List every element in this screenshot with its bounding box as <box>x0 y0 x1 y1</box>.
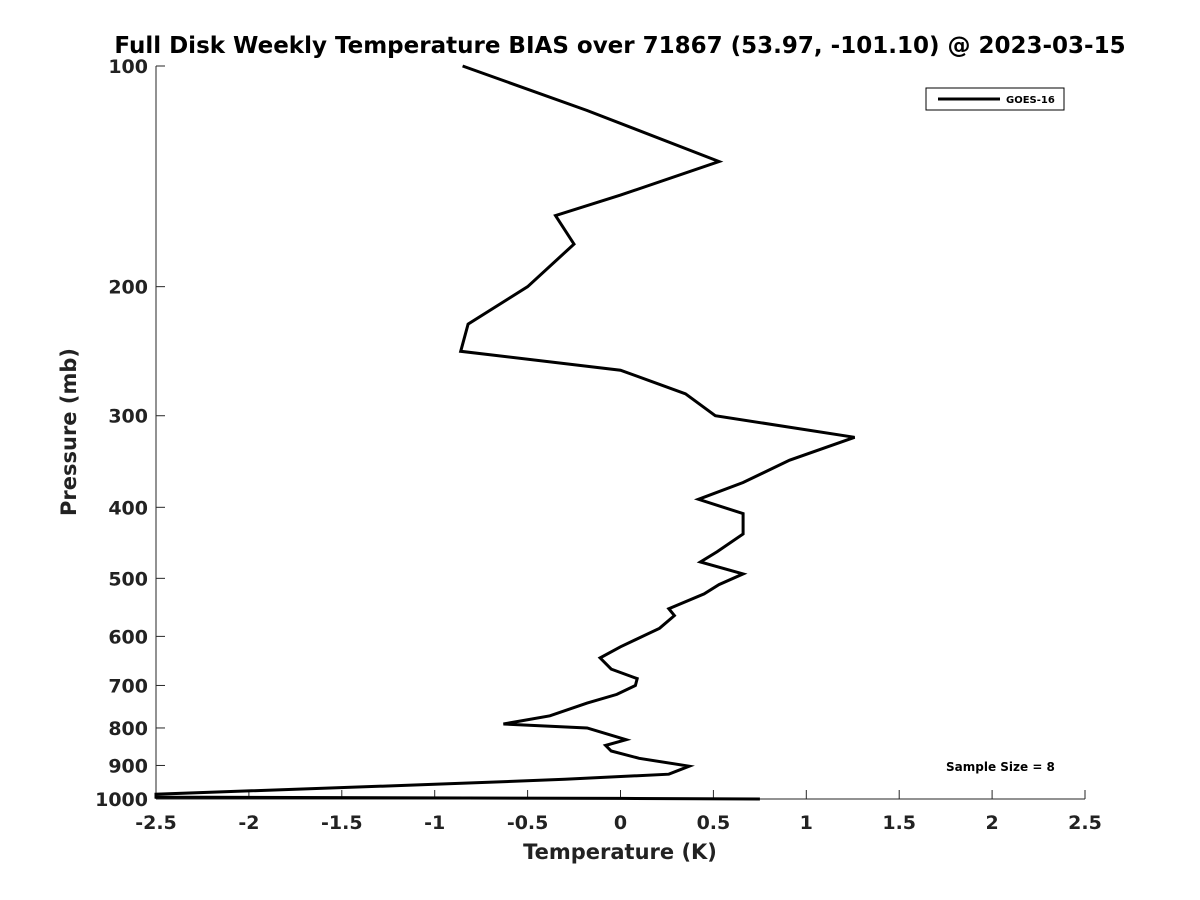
y-tick-label: 300 <box>108 406 148 428</box>
x-tick-label: 2 <box>985 812 998 834</box>
y-tick-label: 800 <box>108 718 148 740</box>
x-tick-label: -2.5 <box>135 812 177 834</box>
chart-title: Full Disk Weekly Temperature BIAS over 7… <box>114 33 1125 59</box>
y-tick-label: 1000 <box>95 789 148 811</box>
series-line-goes-16 <box>154 64 856 801</box>
legend-label-goes-16: GOES-16 <box>1006 95 1055 106</box>
x-tick-label: -2 <box>238 812 259 834</box>
x-tick-label: -1.5 <box>321 812 363 834</box>
x-tick-label: 0.5 <box>697 812 731 834</box>
x-tick-label: 2.5 <box>1068 812 1102 834</box>
y-tick-label: 200 <box>108 277 148 299</box>
y-tick-label: 100 <box>108 56 148 78</box>
sample-size-annotation: Sample Size = 8 <box>946 760 1055 774</box>
legend: GOES-16 <box>925 87 1065 111</box>
series-layer <box>154 64 856 801</box>
x-ticks: -2.5 -2 -1.5 -1 -0.5 0 0.5 1 1.5 2 2.5 <box>135 790 1102 834</box>
x-tick-label: -0.5 <box>507 812 549 834</box>
x-tick-label: 1.5 <box>882 812 916 834</box>
y-axis-label: Pressure (mb) <box>57 348 81 516</box>
x-tick-label: 0 <box>614 812 627 834</box>
y-tick-label: 600 <box>108 626 148 648</box>
y-tick-label: 700 <box>108 675 148 697</box>
x-axis-label: Temperature (K) <box>523 840 717 864</box>
y-tick-label: 400 <box>108 497 148 519</box>
x-tick-label: -1 <box>424 812 445 834</box>
x-tick-label: 1 <box>800 812 813 834</box>
y-tick-label: 900 <box>108 755 148 777</box>
y-ticks: 100 200 300 400 500 600 700 800 900 1000 <box>95 56 165 811</box>
y-tick-label: 500 <box>108 568 148 590</box>
